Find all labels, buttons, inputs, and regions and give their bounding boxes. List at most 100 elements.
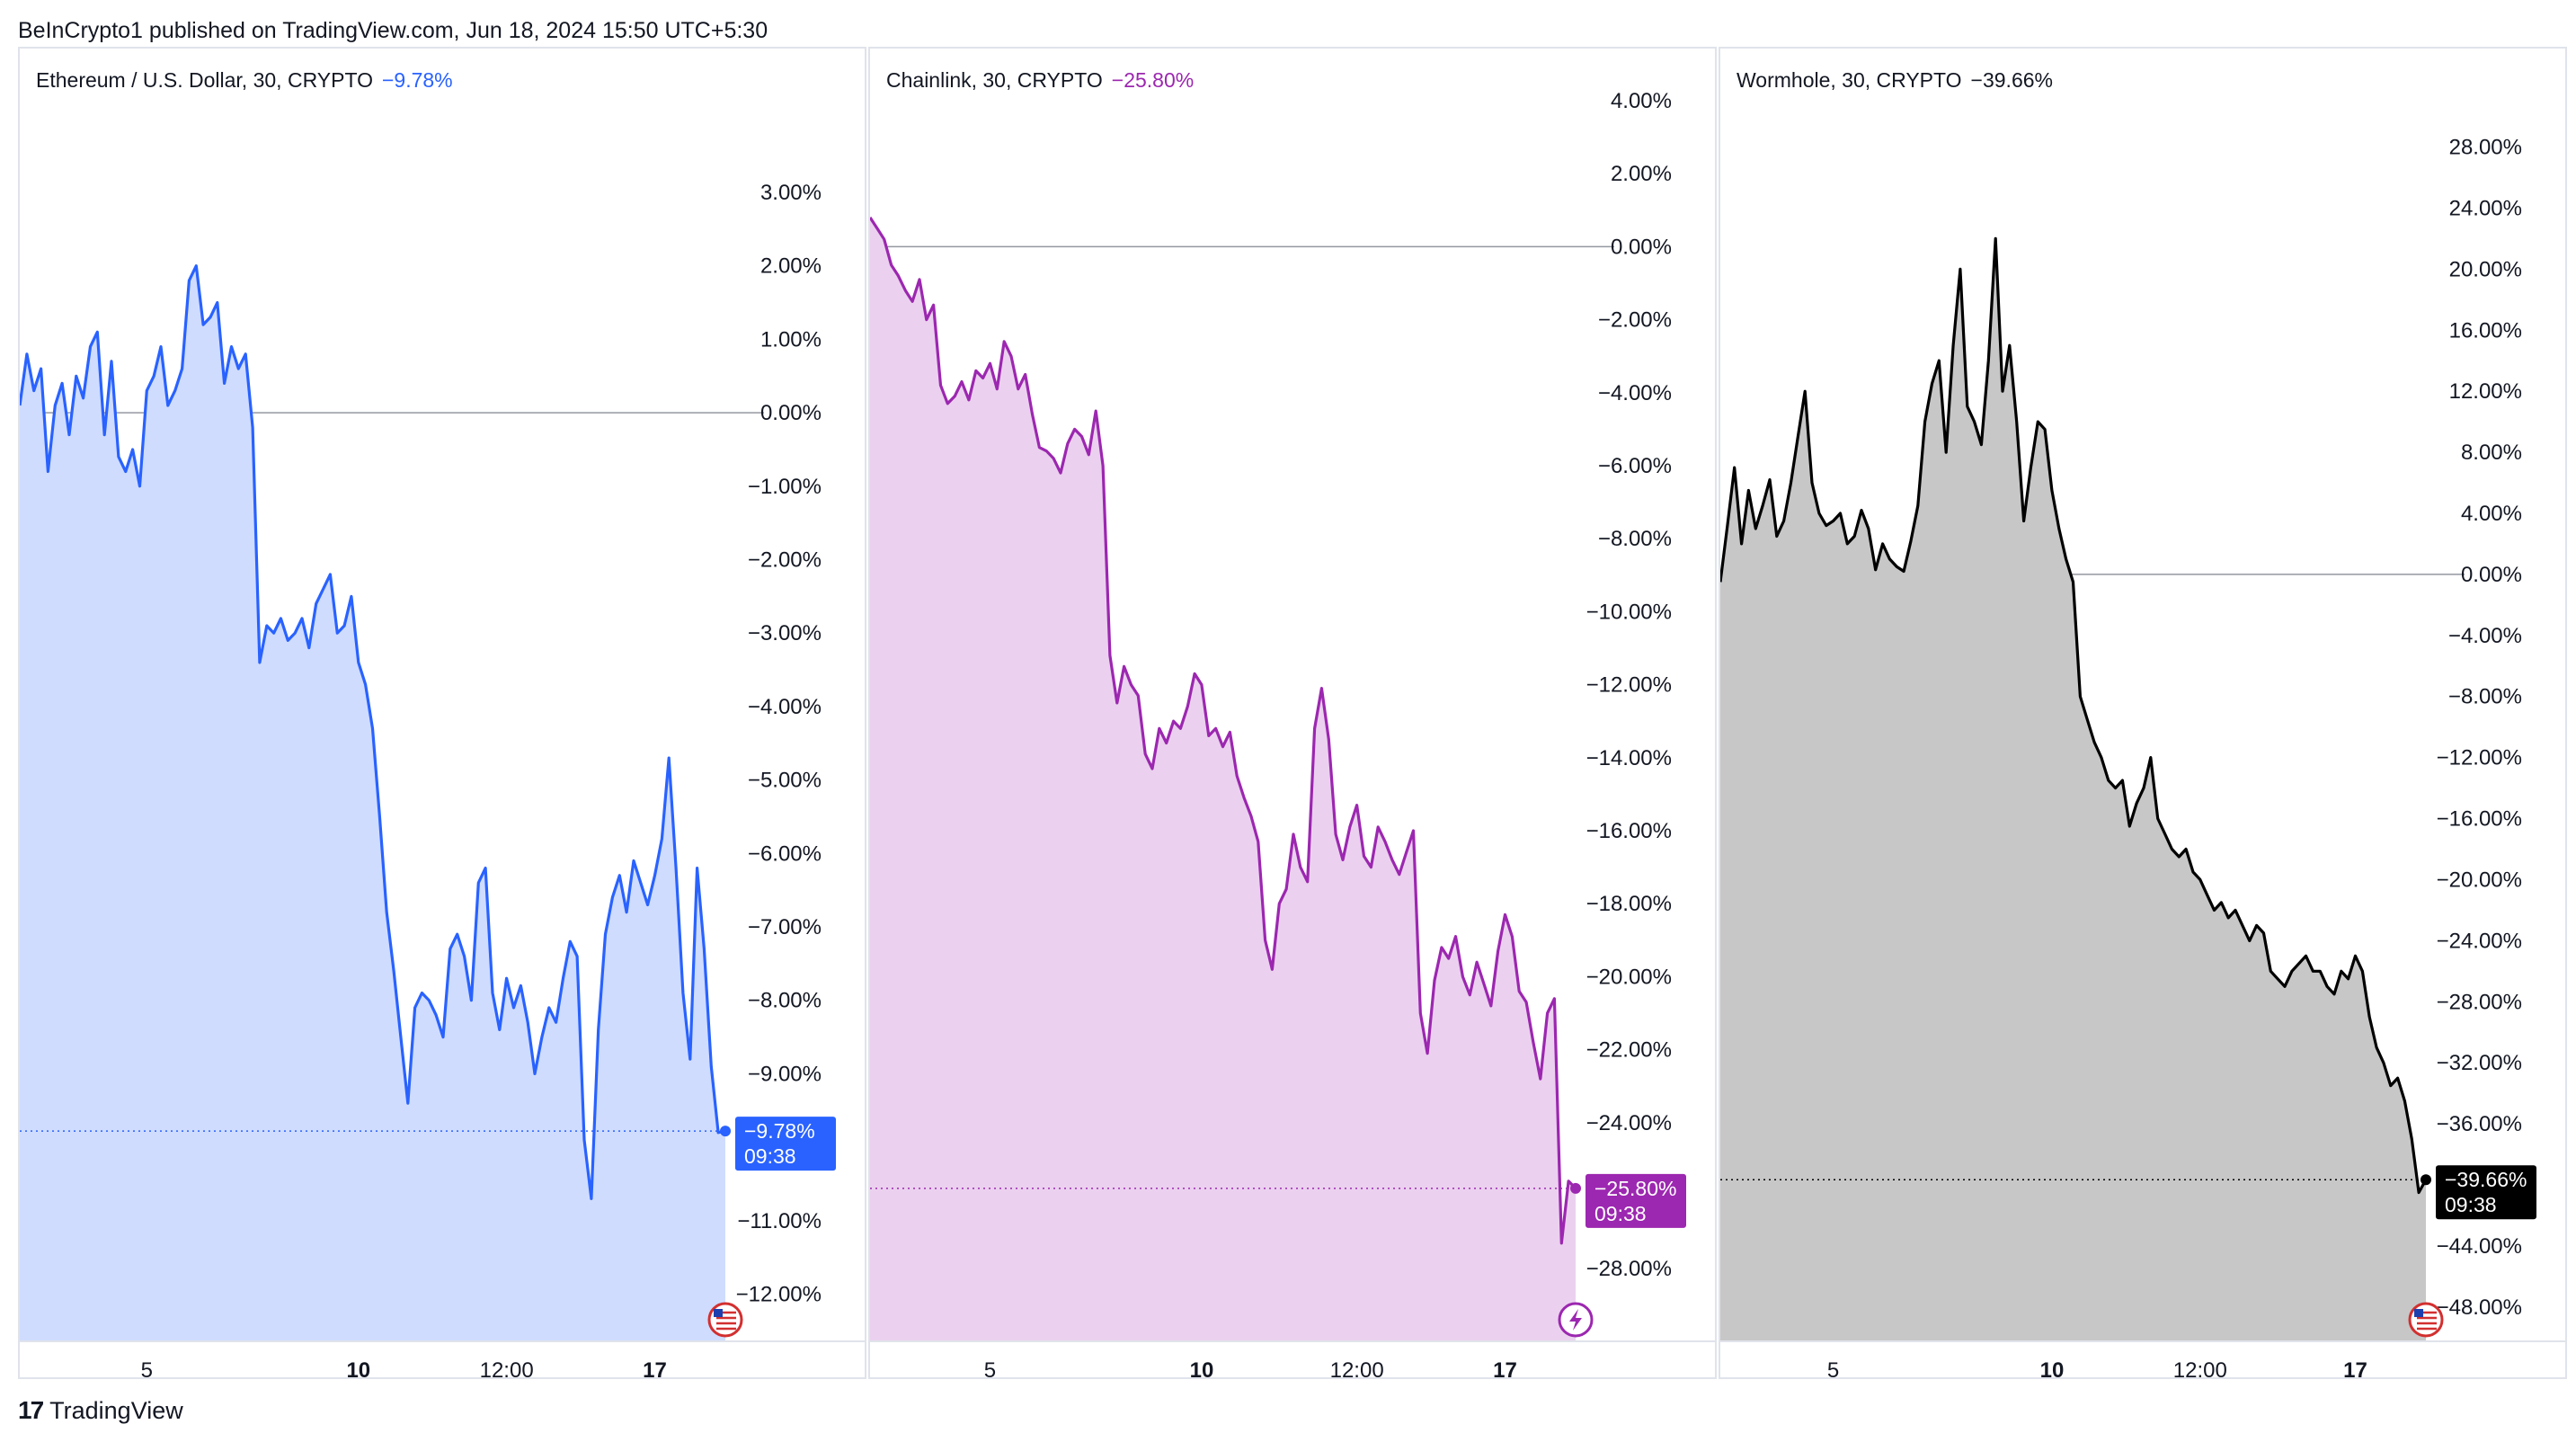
lightning-icon	[1558, 1302, 1594, 1338]
y-tick-label: −44.00%	[2437, 1234, 2522, 1259]
y-tick-label: −36.00%	[2437, 1112, 2522, 1136]
y-tick-label: 24.00%	[2449, 196, 2522, 220]
x-tick-label: 10	[2040, 1358, 2065, 1379]
x-tick-label: 5	[1827, 1358, 1839, 1379]
last-price-time: 09:38	[2445, 1193, 2497, 1216]
y-tick-label: −2.00%	[1598, 308, 1672, 333]
y-tick-label: −28.00%	[2437, 990, 2522, 1014]
y-tick-label: −16.00%	[1586, 819, 1672, 843]
last-price-box	[1586, 1173, 1686, 1228]
y-tick-label: 16.00%	[2449, 318, 2522, 343]
y-tick-label: −7.00%	[748, 915, 822, 939]
last-price-dot	[2421, 1174, 2431, 1186]
flag-canton	[2414, 1309, 2423, 1317]
last-price-label: −39.66%09:38	[2436, 1165, 2536, 1220]
y-tick-label: 12.00%	[2449, 379, 2522, 404]
y-tick-label: −12.00%	[2437, 746, 2522, 770]
y-tick-label: −11.00%	[737, 1209, 822, 1233]
last-price-dot	[1570, 1182, 1581, 1194]
brand-name: TradingView	[49, 1396, 183, 1424]
y-tick-label: −8.00%	[1598, 527, 1672, 551]
x-tick-label: 10	[346, 1358, 370, 1379]
x-tick-label: 10	[1190, 1358, 1214, 1379]
y-tick-label: −18.00%	[1586, 892, 1672, 916]
last-price-time: 09:38	[1594, 1202, 1647, 1225]
series-line	[20, 264, 726, 1200]
series-area	[1720, 238, 2426, 1341]
last-price-value: −25.80%	[1594, 1177, 1676, 1200]
y-tick-label: −3.00%	[748, 621, 822, 645]
last-price-time: 09:38	[744, 1144, 796, 1168]
y-tick-label: −24.00%	[2437, 929, 2522, 953]
tradingview-brand[interactable]: 17 TradingView	[18, 1396, 183, 1425]
chart-change-value: −25.80%	[1111, 68, 1195, 92]
y-tick-label: −28.00%	[1586, 1257, 1672, 1281]
y-tick-label: −1.00%	[748, 475, 822, 499]
y-tick-label: 28.00%	[2449, 136, 2522, 160]
chart-title: Wormhole, 30, CRYPTO −39.66%	[1737, 68, 2053, 93]
y-tick-label: −10.00%	[1586, 600, 1672, 624]
tradingview-logo-icon: 17	[18, 1396, 44, 1424]
y-tick-label: −12.00%	[1586, 673, 1672, 698]
y-tick-label: −4.00%	[2448, 624, 2522, 648]
last-price-dot	[720, 1126, 731, 1137]
x-tick-label: 17	[1493, 1358, 1517, 1379]
y-tick-label: 2.00%	[1611, 162, 1672, 186]
chart-panel-chainlink[interactable]: Chainlink, 30, CRYPTO −25.80% 4.00% 2.00% 0…	[868, 47, 1717, 1379]
last-price-box	[2436, 1165, 2536, 1220]
x-tick-label: 12:00	[480, 1358, 534, 1379]
chart-title: Chainlink, 30, CRYPTO −25.80%	[886, 68, 1194, 93]
y-tick-label: −20.00%	[2437, 868, 2522, 892]
y-tick-label: −2.00%	[748, 548, 822, 573]
us-flag-icon	[2408, 1302, 2444, 1338]
chart-change-value: −39.66%	[1970, 68, 2053, 92]
y-tick-label: −16.00%	[2437, 807, 2522, 832]
series-area	[20, 265, 725, 1342]
series-line	[870, 217, 1577, 1245]
x-tick-label: 17	[2343, 1358, 2367, 1379]
y-tick-label: 20.00%	[2449, 257, 2522, 281]
x-tick-label: 17	[643, 1358, 667, 1379]
publication-header: BeInCrypto1 published on TradingView.com…	[18, 18, 768, 43]
chart-title-text: Ethereum / U.S. Dollar, 30, CRYPTO	[36, 68, 373, 92]
last-price-value: −9.78%	[744, 1119, 815, 1143]
last-price-label: −9.78%09:38	[735, 1117, 836, 1171]
y-tick-label: −32.00%	[2437, 1051, 2522, 1075]
y-tick-label: −6.00%	[1598, 454, 1672, 478]
chart-title-text: Wormhole, 30, CRYPTO	[1737, 68, 1962, 92]
y-tick-label: −24.00%	[1586, 1111, 1672, 1135]
chart-panel-ethereum[interactable]: Ethereum / U.S. Dollar, 30, CRYPTO −9.78%…	[18, 47, 866, 1379]
flag-canton	[714, 1309, 723, 1317]
y-tick-label: 2.00%	[760, 254, 822, 279]
x-tick-label: 5	[984, 1358, 996, 1379]
chart-svg[interactable]: 3.00% 2.00% 1.00% 0.00% −1.00% −2.00% −3.00% −4…	[20, 49, 866, 1379]
last-price-value: −39.66%	[2445, 1168, 2527, 1191]
y-tick-label: −20.00%	[1586, 965, 1672, 989]
y-tick-label: −12.00%	[736, 1282, 822, 1306]
chart-title: Ethereum / U.S. Dollar, 30, CRYPTO −9.78%	[36, 68, 453, 93]
y-tick-label: −8.00%	[2448, 685, 2522, 709]
chart-panel-wormhole[interactable]: Wormhole, 30, CRYPTO −39.66% 28.00% 24.00%…	[1719, 47, 2567, 1379]
y-tick-label: −48.00%	[2437, 1295, 2522, 1320]
chart-change-value: −9.78%	[381, 68, 453, 92]
y-tick-label: −8.00%	[748, 989, 822, 1013]
y-tick-label: −22.00%	[1586, 1038, 1672, 1063]
y-tick-label: 8.00%	[2461, 441, 2522, 465]
series-area	[870, 217, 1576, 1341]
y-tick-label: −9.00%	[748, 1062, 822, 1086]
y-tick-label: −6.00%	[748, 841, 822, 866]
last-price-box	[735, 1117, 836, 1171]
flag-ring	[707, 1302, 743, 1338]
lightning-bolt	[1569, 1309, 1582, 1331]
x-tick-label: 12:00	[2173, 1358, 2227, 1379]
chart-svg[interactable]: 4.00% 2.00% 0.00% −2.00% −4.00% −6.00% −8.00% −…	[870, 49, 1717, 1379]
y-tick-label: 4.00%	[2461, 502, 2522, 526]
chart-svg[interactable]: 28.00% 24.00% 20.00% 16.00% 12.00% 8.00% 4.00%…	[1720, 49, 2567, 1379]
flag-ring	[2408, 1302, 2444, 1338]
y-tick-label: −4.00%	[1598, 381, 1672, 405]
y-tick-label: 3.00%	[760, 181, 822, 205]
x-tick-label: 12:00	[1330, 1358, 1384, 1379]
y-tick-label: 1.00%	[760, 327, 822, 352]
y-tick-label: 0.00%	[2461, 563, 2522, 587]
y-tick-label: −5.00%	[748, 769, 822, 793]
